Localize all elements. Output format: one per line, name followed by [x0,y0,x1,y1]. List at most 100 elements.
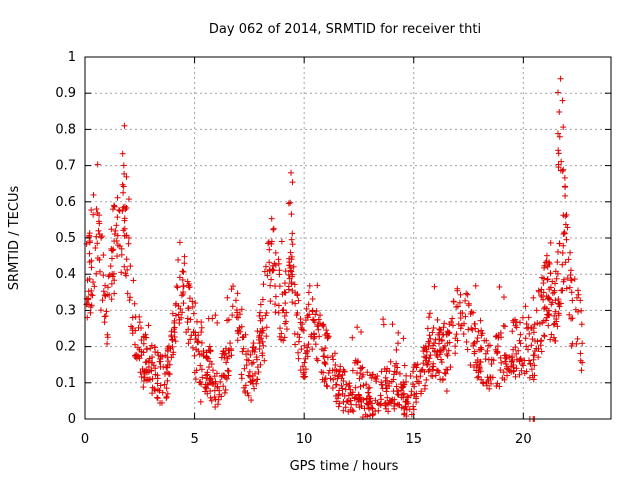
data-point [185,340,192,347]
data-point [83,240,90,247]
y-axis-label: SRMTID / TECUs [7,186,22,291]
data-point [562,213,569,220]
data-point [422,382,429,389]
data-point [563,236,570,243]
data-point [268,215,275,222]
data-point [163,385,170,392]
x-tick-label: 5 [190,432,198,447]
data-point [295,349,302,356]
data-point [464,291,471,298]
data-point [88,264,95,271]
data-point [214,319,221,326]
data-point [557,300,564,307]
data-point [543,293,550,300]
data-point [426,355,433,362]
data-point [276,333,283,340]
data-point [243,356,250,363]
data-point [157,382,164,389]
data-point [314,282,321,289]
data-point [288,280,295,287]
data-point [272,293,279,300]
data-point [541,304,548,311]
plot-frame [84,56,612,420]
data-point [239,348,246,355]
data-point [245,372,252,379]
data-point [245,392,252,399]
data-point [333,392,340,399]
data-point [541,262,548,269]
data-point [123,204,130,211]
data-point [378,379,385,386]
data-point [552,297,559,304]
data-point [301,342,308,349]
data-point [108,255,115,262]
data-point [287,249,294,256]
data-point [560,124,567,131]
data-point [140,384,147,391]
data-point [424,325,431,332]
data-point [86,250,93,257]
data-point [138,348,145,355]
data-point [329,353,336,360]
data-point [289,241,296,248]
data-point [113,222,120,229]
data-point [250,380,257,387]
data-point [398,394,405,401]
data-point [129,325,136,332]
data-point [425,344,432,351]
axis-ticks [84,56,611,420]
data-point [210,380,217,387]
data-point [529,336,536,343]
data-point [443,388,450,395]
data-point [486,385,493,392]
data-point [256,312,263,319]
data-point [552,337,559,344]
data-point [496,283,503,290]
y-tick-label: 1 [68,50,76,65]
data-point [391,403,398,410]
data-point [297,367,304,374]
data-point [131,300,138,307]
data-point [292,341,299,348]
data-point [568,315,575,322]
data-point [288,236,295,243]
data-point [567,249,574,256]
data-point [325,369,332,376]
data-point [526,374,533,381]
data-point [100,288,107,295]
data-point [362,411,369,418]
data-point [129,314,136,321]
data-point [471,363,478,370]
data-point [554,89,561,96]
data-point [423,376,430,383]
data-point [224,355,231,362]
data-point [234,290,241,297]
data-point [552,280,559,287]
data-point [171,324,178,331]
data-point [120,204,127,211]
data-point [502,355,509,362]
data-point [427,335,434,342]
data-point [222,345,229,352]
data-point [295,338,302,345]
data-point [133,355,140,362]
data-point [196,351,203,358]
data-point [420,344,427,351]
data-point [127,294,134,301]
data-point [123,256,130,263]
data-point [409,381,416,388]
data-point [473,367,480,374]
data-point [510,364,517,371]
data-point [568,289,575,296]
data-point [538,348,545,355]
data-point [198,329,205,336]
data-point [164,345,171,352]
x-axis-label: GPS time / hours [290,459,399,474]
data-point [207,348,214,355]
data-point [417,373,424,380]
data-point [276,267,283,274]
data-point [539,274,546,281]
data-point [494,380,501,387]
data-point [179,276,186,283]
data-point [528,324,535,331]
